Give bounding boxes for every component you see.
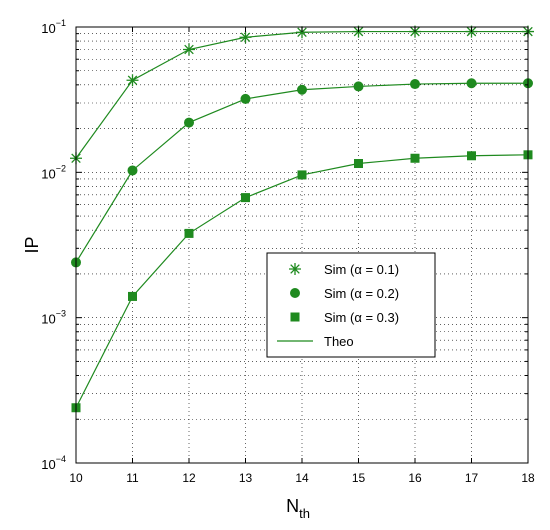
x-tick-label: 10 (69, 471, 83, 485)
legend-marker-square (290, 312, 300, 322)
data-point-square (184, 228, 194, 238)
y-tick-label: 10−3 (41, 309, 66, 327)
data-point-square (128, 291, 137, 301)
y-axis-title: IP (22, 236, 42, 253)
x-tick-label: 15 (352, 471, 366, 485)
x-tick-label: 14 (295, 471, 309, 485)
data-point-asterisk (239, 31, 252, 44)
data-point-square (241, 193, 250, 203)
data-point-asterisk (183, 43, 195, 56)
data-point-square (354, 159, 363, 169)
legend-label: Sim (α = 0.2) (324, 286, 399, 301)
data-point-square (410, 153, 420, 163)
data-point-asterisk (296, 26, 308, 39)
x-tick-label: 16 (408, 471, 422, 485)
data-point-circle (297, 84, 307, 95)
x-tick-label: 18 (521, 471, 535, 485)
data-point-circle (240, 93, 251, 104)
data-point-circle (353, 81, 364, 92)
data-point-circle (127, 165, 138, 176)
y-tick-labels: 10−4 10−3 10−2 10−1 (41, 18, 66, 472)
x-tick-labels: 10 11 12 13 14 15 16 17 18 (69, 471, 535, 485)
data-point-circle (410, 79, 420, 90)
axis-ticks (75, 26, 529, 464)
data-point-circle (184, 117, 194, 128)
data-point-square (467, 151, 476, 161)
x-tick-label: 11 (126, 471, 139, 485)
data-point-asterisk (126, 74, 139, 87)
data-point-circle (466, 78, 477, 89)
grid-lines (76, 27, 528, 463)
legend-label: Sim (α = 0.3) (324, 310, 399, 325)
x-tick-label: 17 (465, 471, 479, 485)
legend-marker-circle (290, 288, 300, 298)
data-point-square (297, 170, 307, 180)
y-tick-label: 10−2 (41, 163, 66, 181)
legend-label: Theo (324, 334, 354, 349)
legend-label: Sim (α = 0.1) (324, 262, 399, 277)
x-axis-title: Nth (286, 496, 310, 521)
x-tick-label: 13 (239, 471, 253, 485)
legend: Sim (α = 0.1) Sim (α = 0.2) Sim (α = 0.3) T… (266, 252, 436, 358)
y-tick-label: 10−1 (41, 18, 66, 36)
legend-marker-asterisk (289, 263, 301, 275)
x-tick-label: 12 (182, 471, 196, 485)
y-tick-label: 10−4 (41, 454, 66, 472)
